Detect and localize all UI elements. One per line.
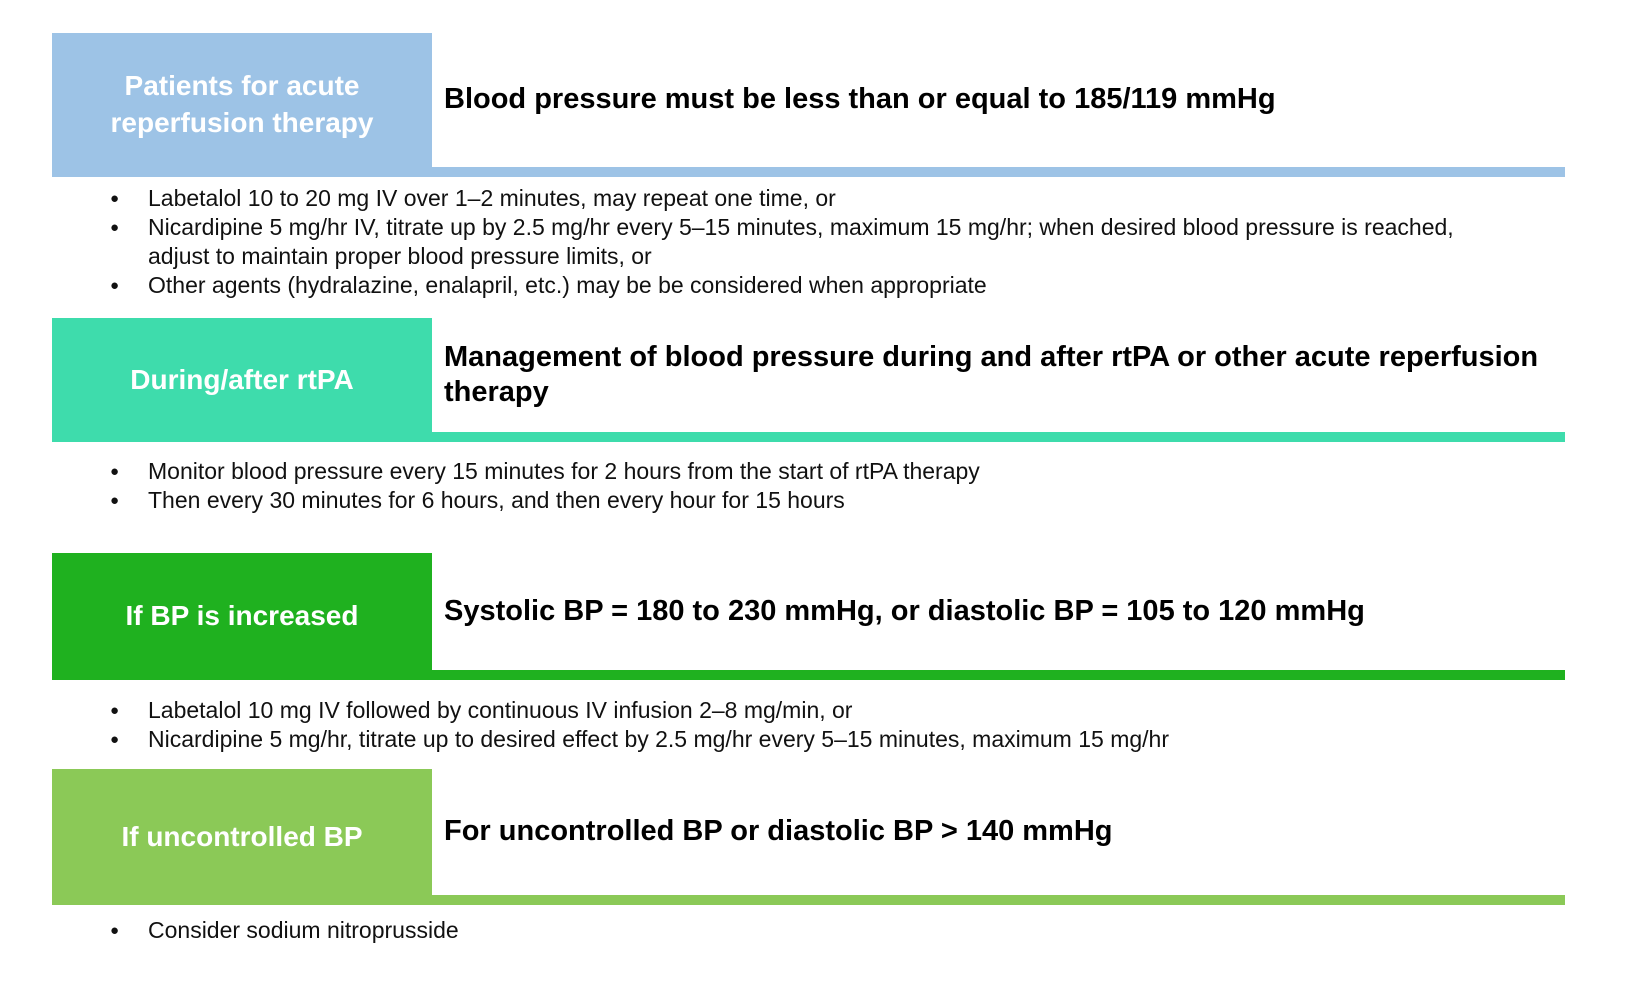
- list-item: ● Nicardipine 5 mg/hr, titrate up to des…: [110, 725, 1490, 754]
- label-box-uncontrolled-bp: If uncontrolled BP: [52, 769, 432, 905]
- label-text: If uncontrolled BP: [121, 820, 363, 852]
- list-item: ● Nicardipine 5 mg/hr IV, titrate up by …: [110, 213, 1490, 271]
- label-box-bp-increased: If BP is increased: [52, 553, 432, 680]
- label-text: If BP is increased: [125, 600, 359, 632]
- bullet-list-uncontrolled-bp: ● Consider sodium nitroprusside: [110, 916, 1490, 945]
- bullet-dot-icon: ●: [110, 922, 120, 939]
- bullet-text: Nicardipine 5 mg/hr, titrate up to desir…: [148, 726, 1169, 752]
- bullet-dot-icon: ●: [110, 492, 120, 509]
- list-item: ● Other agents (hydralazine, enalapril, …: [110, 271, 1490, 300]
- list-item: ● Monitor blood pressure every 15 minute…: [110, 457, 1490, 486]
- section-acute-reperfusion: Patients for acute reperfusion therapy B…: [52, 33, 1565, 177]
- section-bp-increased: If BP is increased Systolic BP = 180 to …: [52, 553, 1565, 680]
- bullet-text: Consider sodium nitroprusside: [148, 917, 459, 943]
- bullet-dot-icon: ●: [110, 731, 120, 748]
- bullet-dot-icon: ●: [110, 219, 120, 236]
- section-heading: Management of blood pressure during and …: [444, 340, 1539, 408]
- section-underline-bar: [52, 670, 1565, 680]
- bullet-text: Other agents (hydralazine, enalapril, et…: [148, 272, 987, 298]
- bullet-text: Nicardipine 5 mg/hr IV, titrate up by 2.…: [148, 214, 1454, 269]
- bullet-dot-icon: ●: [110, 463, 120, 480]
- bullet-text: Labetalol 10 to 20 mg IV over 1–2 minute…: [148, 185, 836, 211]
- section-underline-bar: [52, 432, 1565, 442]
- bullet-text: Monitor blood pressure every 15 minutes …: [148, 458, 980, 484]
- section-underline-bar: [52, 895, 1565, 905]
- section-heading: Systolic BP = 180 to 230 mmHg, or diasto…: [444, 594, 1365, 627]
- list-item: ● Then every 30 minutes for 6 hours, and…: [110, 486, 1490, 515]
- label-box-acute-reperfusion: Patients for acute reperfusion therapy: [52, 33, 432, 177]
- label-text: During/after rtPA: [130, 363, 354, 395]
- bullet-text: Labetalol 10 mg IV followed by continuou…: [148, 697, 853, 723]
- bullet-text: Then every 30 minutes for 6 hours, and t…: [148, 487, 845, 513]
- section-heading: For uncontrolled BP or diastolic BP > 14…: [444, 815, 1113, 848]
- label-text: Patients for acute reperfusion therapy: [110, 70, 374, 138]
- bullet-dot-icon: ●: [110, 702, 120, 719]
- label-box-during-after-rtpa: During/after rtPA: [52, 318, 432, 442]
- bullet-list-acute-reperfusion: ● Labetalol 10 to 20 mg IV over 1–2 minu…: [110, 184, 1490, 300]
- section-during-after-rtpa: During/after rtPA Management of blood pr…: [52, 318, 1565, 442]
- bullet-dot-icon: ●: [110, 277, 120, 294]
- list-item: ● Labetalol 10 mg IV followed by continu…: [110, 696, 1490, 725]
- bullet-list-bp-increased: ● Labetalol 10 mg IV followed by continu…: [110, 696, 1490, 754]
- bullet-dot-icon: ●: [110, 190, 120, 207]
- bullet-list-during-after-rtpa: ● Monitor blood pressure every 15 minute…: [110, 457, 1490, 515]
- list-item: ● Consider sodium nitroprusside: [110, 916, 1490, 945]
- section-uncontrolled-bp: If uncontrolled BP For uncontrolled BP o…: [52, 769, 1565, 905]
- section-underline-bar: [52, 167, 1565, 177]
- list-item: ● Labetalol 10 to 20 mg IV over 1–2 minu…: [110, 184, 1490, 213]
- section-heading: Blood pressure must be less than or equa…: [444, 83, 1276, 116]
